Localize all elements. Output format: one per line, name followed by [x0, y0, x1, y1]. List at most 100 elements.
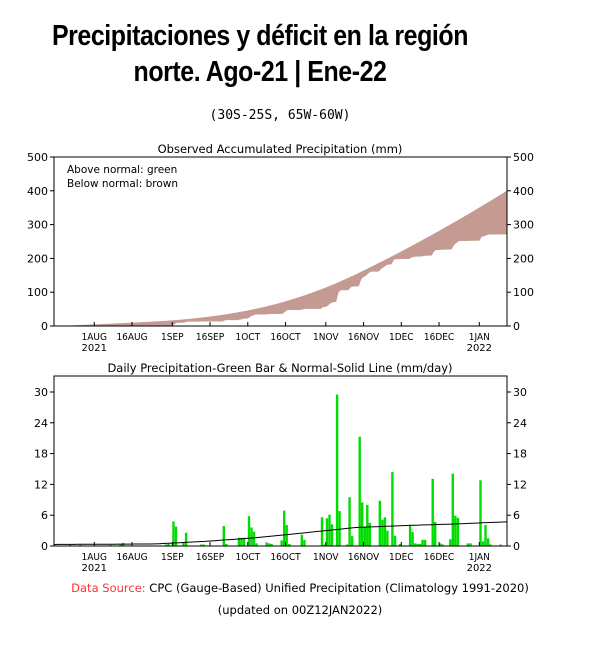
y-tick-label-right: 0 [513, 540, 520, 553]
daily-bar [466, 543, 470, 546]
daily-bar [323, 544, 326, 546]
daily-bar [119, 544, 122, 546]
daily-bar [247, 516, 251, 546]
daily-bar [363, 526, 366, 546]
y-tick-label-right: 400 [513, 185, 534, 198]
daily-bar [242, 537, 246, 546]
y-tick-label-left: 18 [34, 448, 48, 461]
daily-bar [280, 540, 283, 546]
daily-bar [368, 522, 371, 546]
daily-bar [348, 497, 351, 546]
data-source: Data Source: CPC (Gauge-Based) Unified P… [0, 581, 600, 595]
y-tick-label-left: 400 [27, 185, 48, 198]
daily-bar [489, 544, 492, 546]
daily-chart-title: Daily Precipitation-Green Bar & Normal-S… [107, 361, 452, 375]
daily-bar [200, 544, 203, 546]
y-tick-label-left: 0 [41, 320, 48, 333]
daily-bar [421, 539, 424, 546]
daily-bar [469, 543, 472, 546]
daily-bar [449, 539, 452, 546]
daily-bar [411, 532, 414, 546]
daily-bar [383, 517, 387, 546]
daily-bar [330, 524, 334, 546]
daily-bar [172, 521, 175, 546]
daily-bar [454, 515, 457, 546]
accumulated-axes: 0 0 100 100 200 200 300 300 400 400 500 500 1AUG2021… [27, 151, 534, 354]
x-tick-label: 1DEC [389, 332, 414, 344]
daily-frame [53, 375, 508, 547]
daily-bar [270, 543, 273, 546]
daily-bar [441, 544, 444, 546]
data-source-text: CPC (Gauge-Based) Unified Precipitation … [145, 581, 529, 595]
y-tick-label-left: 200 [27, 252, 48, 265]
x-tick-label: 16AUG [116, 332, 147, 344]
daily-chart: Daily Precipitation-Green Bar & Normal-S… [34, 361, 527, 574]
updated-label: (updated on 00Z12JAN2022) [217, 603, 383, 617]
x-tick-label: 16SEP [196, 552, 224, 564]
daily-bar [451, 473, 454, 546]
x-tick-label: 1NOV [313, 552, 339, 564]
daily-bar [499, 544, 502, 546]
x-tick-label: 16NOV [348, 552, 380, 564]
daily-bar [431, 478, 434, 546]
daily-bar [303, 539, 306, 546]
x-tick-year: 2021 [82, 343, 107, 354]
region-label: (30S-25S, 65W-60W) [209, 108, 351, 123]
daily-bar [240, 537, 243, 546]
y-tick-label-left: 300 [27, 219, 48, 232]
y-tick-label-right: 12 [513, 478, 527, 491]
data-source-label: Data Source: [71, 581, 146, 595]
x-tick-year: 2021 [82, 563, 107, 574]
y-tick-label-right: 200 [513, 252, 534, 265]
x-tick-label: 1SEP [161, 332, 184, 344]
y-tick-label-right: 500 [513, 151, 534, 164]
x-tick-label: 1SEP [161, 552, 184, 564]
headline-line-1: Precipitaciones y déficit en la región [51, 20, 469, 52]
daily-bar [408, 525, 412, 546]
x-tick-label: 1JAN [469, 552, 490, 564]
daily-bar [439, 543, 442, 546]
deficit-area-layer [64, 190, 508, 327]
y-tick-label-left: 12 [34, 478, 48, 491]
daily-bar [351, 536, 354, 546]
daily-bar [265, 542, 268, 546]
daily-bar [479, 480, 482, 546]
daily-bar [366, 504, 369, 546]
daily-bar [481, 541, 485, 546]
y-tick-label-right: 18 [513, 448, 527, 461]
daily-bar [418, 543, 422, 546]
x-tick-label: 16SEP [196, 332, 224, 344]
x-tick-label: 1OCT [235, 552, 260, 564]
legend-below: Below normal: brown [67, 178, 178, 190]
x-tick-label: 16DEC [424, 332, 455, 344]
daily-bar [378, 500, 381, 546]
y-tick-label-right: 6 [513, 509, 520, 522]
y-tick-label-left: 100 [27, 286, 48, 299]
x-tick-label: 16OCT [270, 552, 300, 564]
normal-line [53, 521, 508, 545]
daily-bar [320, 517, 324, 546]
daily-bar [386, 530, 389, 546]
x-tick-year: 2022 [467, 343, 492, 354]
daily-bar [267, 543, 271, 546]
daily-bar [381, 519, 384, 546]
daily-bar [358, 436, 361, 546]
daily-bar [456, 517, 460, 546]
y-tick-label-right: 300 [513, 219, 534, 232]
daily-bar [288, 543, 291, 546]
daily-bar [182, 541, 185, 546]
daily-bar [202, 544, 205, 546]
normal-line-layer [53, 521, 508, 545]
x-tick-label: 16AUG [116, 552, 147, 564]
daily-bar [484, 525, 487, 546]
daily-bar [164, 544, 168, 546]
y-tick-label-right: 30 [513, 386, 527, 399]
daily-bar [285, 525, 288, 546]
y-tick-label-right: 100 [513, 286, 534, 299]
daily-bar [391, 472, 394, 546]
daily-bar [222, 526, 225, 546]
legend-above: Above normal: green [67, 164, 177, 176]
daily-bar [335, 394, 339, 546]
daily-bar [184, 532, 188, 546]
